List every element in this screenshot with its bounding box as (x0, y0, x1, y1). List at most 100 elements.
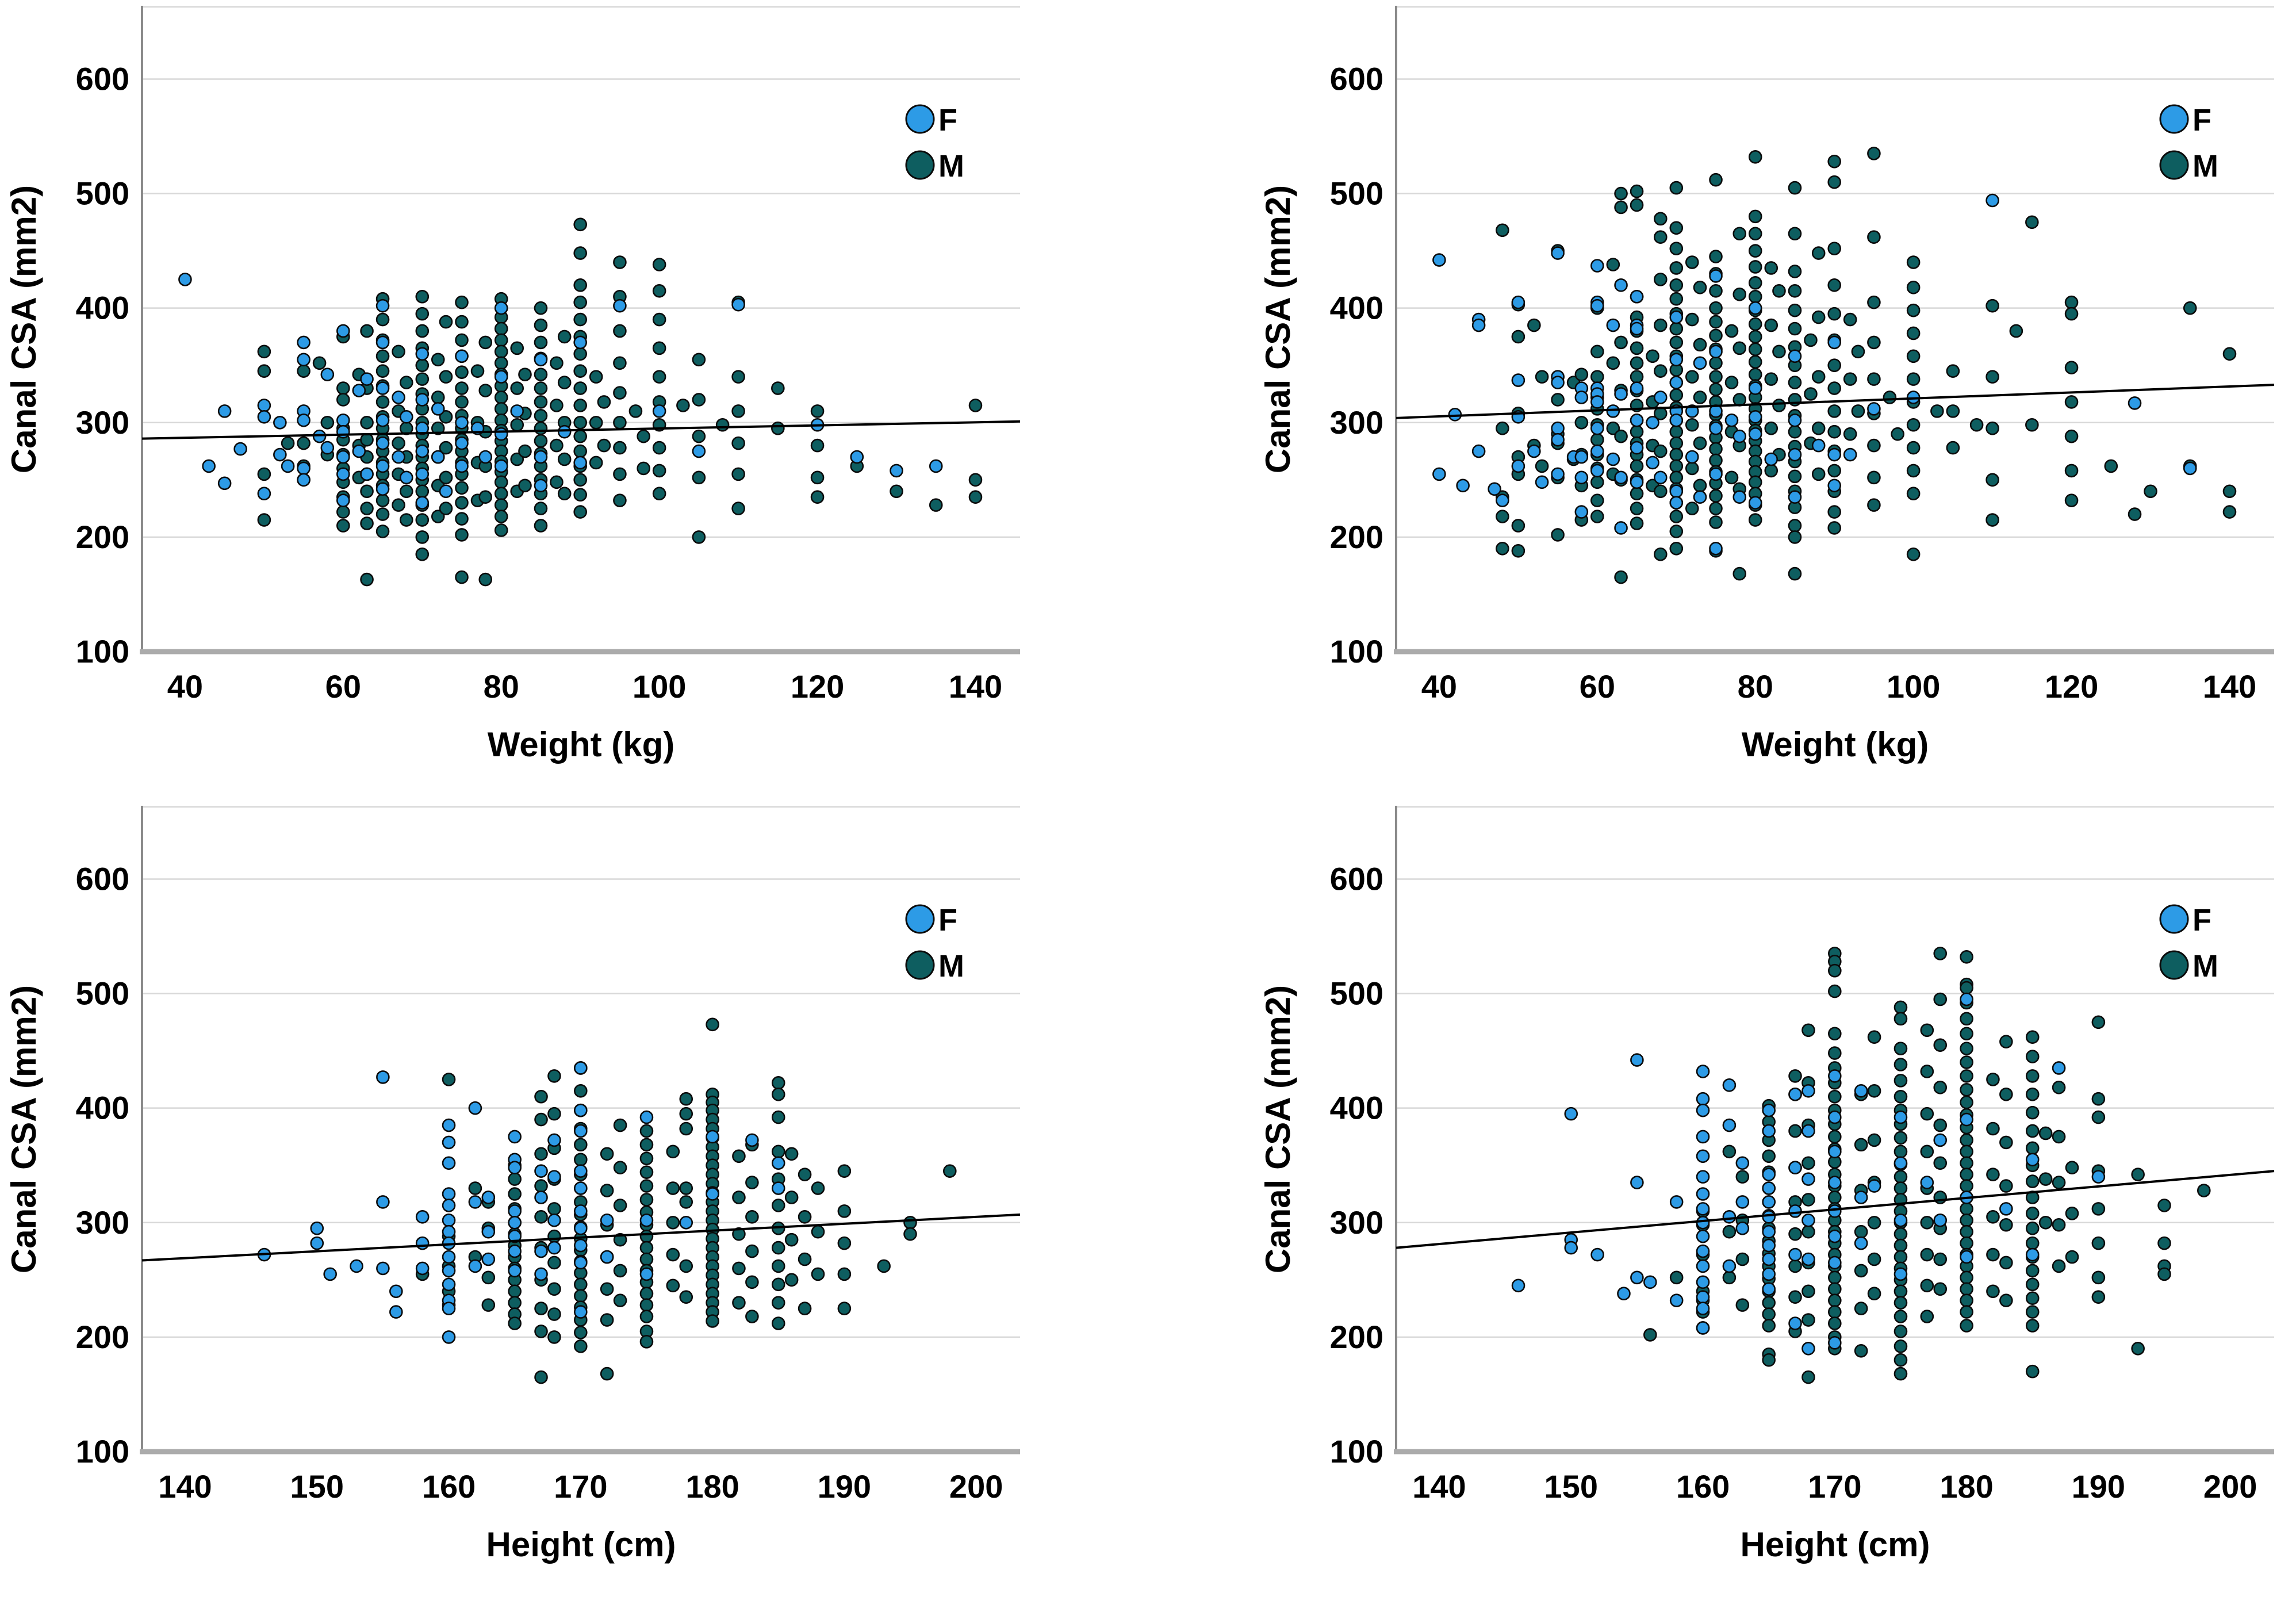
data-point-m (281, 436, 295, 450)
data-point-f (1762, 1252, 1776, 1266)
data-point-m (573, 444, 587, 458)
data-point-m (455, 496, 469, 510)
data-point-m (810, 490, 825, 504)
data-point-f (375, 436, 390, 450)
data-point-f (442, 1277, 456, 1292)
data-point-m (1669, 510, 1684, 523)
data-point-m (1893, 1250, 1908, 1264)
data-point-m (1893, 1296, 1908, 1310)
data-point-m (1669, 181, 1684, 195)
data-point-f (1748, 381, 1762, 395)
data-point-m (257, 345, 271, 359)
data-point-m (1828, 1089, 1842, 1104)
data-point-f (1646, 415, 1659, 430)
data-point-m (1933, 992, 1948, 1006)
data-point-f (1801, 1172, 1815, 1186)
data-point-m (2091, 1092, 2106, 1106)
data-point-f (415, 421, 430, 435)
data-point-m (534, 1370, 548, 1384)
data-point-m (1748, 355, 1762, 369)
data-point-m (550, 475, 564, 489)
data-point-m (2104, 459, 2118, 473)
data-point-m (1669, 292, 1684, 306)
data-point-m (1762, 1307, 1776, 1321)
y-tick-label: 300 (76, 404, 129, 441)
data-point-m (415, 547, 430, 561)
data-point-m (731, 404, 745, 418)
data-point-f (442, 1135, 456, 1150)
data-point-m (1764, 372, 1778, 386)
data-point-f (320, 368, 335, 381)
data-point-m (1906, 547, 1921, 561)
data-point-m (968, 399, 983, 412)
data-point-m (1960, 1236, 1973, 1250)
data-point-m (1511, 519, 1525, 533)
data-point-m (1828, 1316, 1842, 1330)
data-point-m (837, 1302, 852, 1315)
series-m (1643, 947, 2211, 1384)
series-m (415, 1017, 957, 1384)
data-point-f (574, 1204, 588, 1218)
data-point-m (613, 324, 627, 338)
data-point-f (257, 399, 271, 412)
data-point-m (478, 335, 493, 350)
data-point-m (1854, 1302, 1868, 1315)
data-point-f (415, 1236, 430, 1250)
data-point-f (1828, 1110, 1842, 1124)
data-point-m (1764, 318, 1778, 332)
data-point-m (1985, 298, 1999, 313)
data-point-m (639, 1151, 654, 1166)
data-point-m (1985, 421, 1999, 435)
data-point-m (2144, 484, 2157, 499)
data-point-m (1709, 315, 1723, 329)
data-point-f (1696, 1202, 1710, 1216)
data-point-f (1762, 1195, 1776, 1209)
data-point-m (360, 484, 374, 499)
data-point-m (2091, 1236, 2106, 1250)
data-point-m (557, 452, 572, 466)
data-point-m (518, 368, 532, 381)
data-point-m (732, 1227, 746, 1241)
data-point-m (1827, 424, 1841, 439)
data-point-m (494, 510, 508, 523)
data-point-m (679, 1107, 693, 1121)
data-point-f (1696, 1290, 1710, 1304)
data-point-m (1843, 312, 1857, 327)
x-tick-label: 60 (325, 668, 361, 705)
data-point-f (1696, 1130, 1710, 1144)
data-point-m (508, 1296, 522, 1310)
data-point-m (431, 510, 445, 523)
data-point-m (1709, 442, 1723, 456)
data-point-m (1653, 484, 1668, 499)
data-point-m (679, 1259, 693, 1273)
data-point-m (692, 393, 706, 407)
plot-canal-csa-vs-height-1: 100 200 300 400 500 600 140 150 160 170 180 190 200 H… (0, 800, 1042, 1600)
data-point-m (478, 384, 493, 397)
data-point-m (613, 386, 627, 400)
data-point-m (455, 528, 469, 542)
series-m (1496, 147, 2237, 584)
data-point-m (968, 490, 983, 504)
data-point-m (1732, 227, 1747, 241)
data-point-m (1999, 1293, 2013, 1307)
data-point-m (1630, 424, 1644, 439)
data-point-f (1828, 1229, 1842, 1243)
data-point-f (547, 1213, 561, 1227)
data-point-m (1669, 388, 1684, 402)
data-point-f (929, 459, 943, 473)
data-point-f (1614, 387, 1628, 401)
data-point-m (510, 341, 524, 355)
legend-f-marker-icon (2159, 104, 2189, 134)
data-point-f (508, 1161, 522, 1175)
data-point-m (534, 1302, 548, 1315)
data-point-f (399, 470, 413, 485)
data-point-m (1669, 459, 1684, 473)
data-point-m (547, 1202, 561, 1216)
data-point-m (455, 333, 469, 347)
data-point-m (1788, 530, 1802, 544)
y-axis-title: Canal CSA (mm2) (1259, 185, 1297, 473)
data-point-m (375, 364, 390, 378)
data-point-m (1893, 1181, 1908, 1195)
data-point-m (360, 432, 374, 447)
data-point-f (481, 1252, 496, 1266)
